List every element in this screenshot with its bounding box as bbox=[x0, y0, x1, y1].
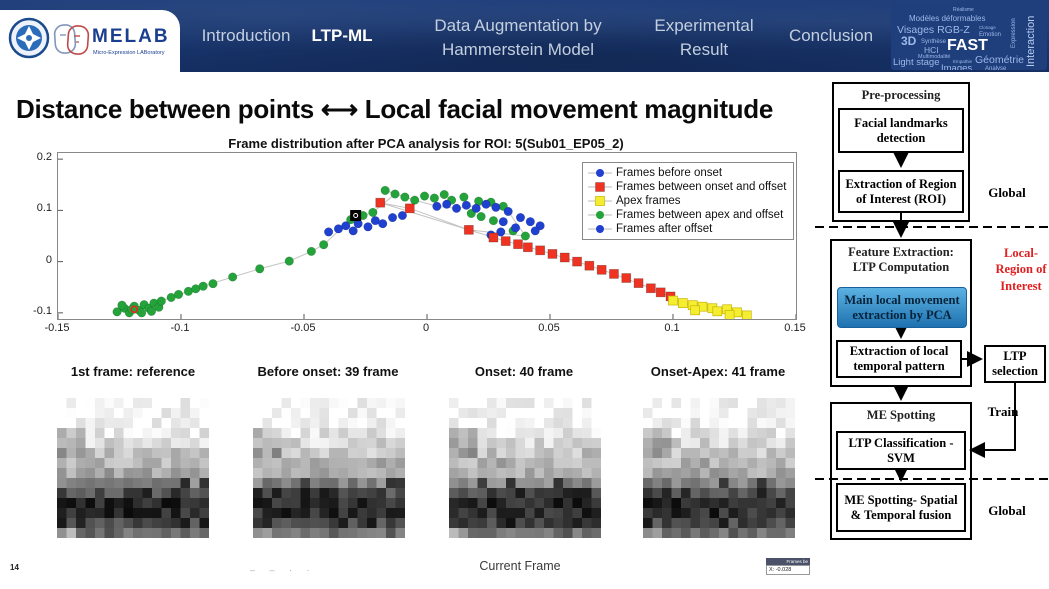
wordcloud-word: Images bbox=[941, 63, 973, 70]
legend-entry: Frames between onset and offset bbox=[587, 180, 789, 194]
flow-section-preprocessing: Pre-processing bbox=[832, 82, 970, 222]
flow-box-ltp-selection: LTP selection bbox=[984, 345, 1046, 383]
legend-marker-icon bbox=[588, 225, 612, 233]
melab-faces-icon bbox=[53, 24, 90, 55]
wordcloud-word: Modèles déformables bbox=[909, 14, 986, 23]
wordcloud-word: HCI bbox=[924, 45, 939, 55]
x-tick-label: -0.1 bbox=[170, 322, 190, 334]
nav-bar: Introduction LTP-ML Data Augmentation by… bbox=[0, 0, 1049, 72]
y-tick-label: 0.1 bbox=[36, 202, 52, 215]
y-tick-label: 0 bbox=[45, 253, 52, 266]
wordcloud-word: Synthèse bbox=[921, 39, 947, 45]
datatip-value: X: -0.028 bbox=[766, 565, 810, 575]
x-tick-label: 0.1 bbox=[664, 322, 680, 334]
plot-area: Frames before onset Frames between onset … bbox=[57, 152, 797, 321]
university-logo-icon bbox=[8, 17, 50, 59]
nav-item-experimental-result[interactable]: Experimental Result bbox=[654, 16, 754, 59]
x-tick-label: -0.15 bbox=[44, 322, 70, 334]
pipeline-flowchart: Pre-processing Facial landmarks detectio… bbox=[815, 75, 1049, 571]
slide-title: Distance between points ⟷ Local facial m… bbox=[16, 94, 774, 124]
nav-item-data-augmentation[interactable]: Data Augmentation by Hammerstein Model bbox=[434, 16, 602, 59]
legend-label: Frames before onset bbox=[616, 167, 723, 179]
legend-marker-icon bbox=[588, 196, 612, 206]
flow-section-feature-extraction: Feature Extraction: LTP Computation bbox=[830, 239, 972, 387]
flow-box-pca-highlight: Main local movement extraction by PCA bbox=[837, 287, 967, 328]
wordcloud-word: Light stage bbox=[893, 57, 940, 68]
wordcloud-word: 3D bbox=[901, 34, 917, 48]
nav-item-ltp-ml[interactable]: LTP-ML bbox=[311, 26, 373, 45]
legend-entry: Apex frames bbox=[587, 194, 789, 208]
legend-entry: Frames after offset bbox=[587, 222, 789, 236]
legend-label: Frames after offset bbox=[616, 223, 713, 235]
flow-label-global-bottom: Global bbox=[988, 503, 1026, 518]
wordcloud-word: Emotion bbox=[979, 32, 1002, 38]
wordcloud-word: Analyse bbox=[985, 66, 1007, 70]
wordcloud-word: FAST bbox=[947, 37, 988, 54]
x-tick-label: 0 bbox=[422, 322, 430, 334]
legend-label: Frames between apex and offset bbox=[616, 209, 784, 221]
frame-label-reference: 1st frame: reference bbox=[70, 364, 196, 379]
legend-entry: Frames before onset bbox=[587, 166, 789, 180]
logo-tab: MELAB Micro-Expression LABoratory bbox=[0, 10, 180, 74]
x-tick-label: -0.05 bbox=[290, 322, 316, 334]
faint-caption-marks: – – · · bbox=[250, 565, 316, 575]
melab-logo-text: MELAB bbox=[92, 26, 170, 47]
flow-box-roi-extraction: Extraction of Region of Interest (ROI) bbox=[838, 170, 964, 213]
datatip-header: Frames be bbox=[766, 558, 810, 565]
face-patch-image-4 bbox=[643, 398, 795, 538]
face-patch-image-2 bbox=[253, 398, 405, 538]
y-tick-label: -0.1 bbox=[33, 304, 52, 317]
nav-item-conclusion[interactable]: Conclusion bbox=[788, 26, 874, 45]
topic-wordcloud: Réalisme Modèles déformables Visages RGB-Z… bbox=[891, 2, 1047, 70]
flow-box-ltp-classification-svm: LTP Classification - SVM bbox=[836, 431, 966, 470]
current-frame-label: Current Frame bbox=[479, 559, 561, 573]
flow-section-title: Feature Extraction: LTP Computation bbox=[848, 245, 954, 274]
flow-label-local-roi: Local- Region of Interest bbox=[995, 246, 1047, 293]
page-number: 14 bbox=[10, 563, 19, 572]
frame-label-before-onset: Before onset: 39 frame bbox=[257, 364, 399, 379]
flow-box-spatial-temporal-fusion: ME Spotting- Spatial & Temporal fusion bbox=[836, 483, 966, 532]
flow-section-title: Pre-processing bbox=[861, 88, 941, 102]
flow-section-title: ME Spotting bbox=[866, 408, 936, 422]
flow-label-global-top: Global bbox=[988, 185, 1026, 200]
wordcloud-word: Réalisme bbox=[953, 7, 974, 13]
wordcloud-word: Géométrie bbox=[975, 54, 1025, 66]
legend-marker-icon bbox=[588, 182, 612, 192]
pca-scatter-chart: Frame distribution after PCA analysis fo… bbox=[20, 134, 820, 344]
wordcloud-word: Visages RGB-Z bbox=[897, 24, 970, 36]
legend-entry: Frames between apex and offset bbox=[587, 208, 789, 222]
wordcloud-word: Clonage bbox=[979, 25, 996, 30]
face-patch-image-1 bbox=[57, 398, 209, 538]
legend-label: Frames between onset and offset bbox=[616, 181, 787, 193]
chart-title: Frame distribution after PCA analysis fo… bbox=[228, 136, 624, 151]
wordcloud-word: Expression bbox=[1011, 18, 1017, 48]
x-tick-label: 0.15 bbox=[784, 322, 806, 334]
wordcloud-word: Empathie bbox=[953, 59, 973, 64]
flow-box-facial-landmarks: Facial landmarks detection bbox=[838, 108, 964, 153]
legend-label: Apex frames bbox=[616, 195, 681, 207]
face-patch-image-3 bbox=[449, 398, 601, 538]
legend-marker-icon bbox=[588, 211, 612, 219]
legend-marker-icon bbox=[588, 169, 612, 177]
wordcloud-word: Multimodalité bbox=[918, 54, 951, 60]
x-tick-label: 0.05 bbox=[538, 322, 560, 334]
flow-box-local-temporal-pattern: Extraction of local temporal pattern bbox=[836, 340, 962, 378]
scatter-points bbox=[57, 158, 797, 321]
chart-legend: Frames before onset Frames between onset … bbox=[582, 162, 794, 240]
datatip-thumbnail: Frames be X: -0.028 bbox=[766, 558, 810, 575]
y-tick-label: 0.2 bbox=[36, 151, 52, 164]
frame-label-onset-apex: Onset-Apex: 41 frame bbox=[650, 364, 786, 379]
flow-label-train: Train bbox=[987, 404, 1019, 419]
frame-label-onset: Onset: 40 frame bbox=[474, 364, 574, 379]
melab-logo-subtitle: Micro-Expression LABoratory bbox=[93, 50, 165, 56]
flow-section-me-spotting: ME Spotting bbox=[830, 402, 972, 540]
nav-item-introduction[interactable]: Introduction bbox=[201, 26, 291, 45]
wordcloud-word: Interaction bbox=[1025, 15, 1037, 67]
